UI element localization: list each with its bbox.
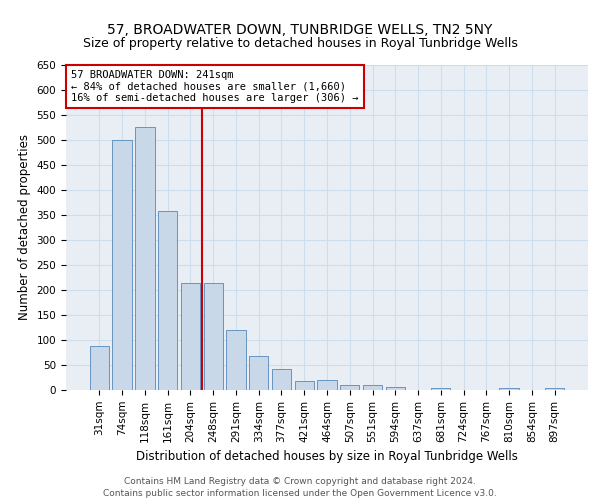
Bar — [112, 140, 132, 390]
Bar — [431, 388, 451, 390]
Text: Size of property relative to detached houses in Royal Tunbridge Wells: Size of property relative to detached ho… — [83, 38, 517, 51]
Y-axis label: Number of detached properties: Number of detached properties — [18, 134, 31, 320]
Bar — [226, 330, 245, 390]
Bar — [135, 126, 155, 390]
Bar — [386, 387, 405, 390]
Bar — [545, 388, 564, 390]
X-axis label: Distribution of detached houses by size in Royal Tunbridge Wells: Distribution of detached houses by size … — [136, 450, 518, 463]
Bar — [317, 380, 337, 390]
Bar — [272, 368, 291, 390]
Bar — [363, 384, 382, 390]
Text: Contains HM Land Registry data © Crown copyright and database right 2024.: Contains HM Land Registry data © Crown c… — [124, 478, 476, 486]
Bar — [158, 211, 178, 390]
Text: Contains public sector information licensed under the Open Government Licence v3: Contains public sector information licen… — [103, 489, 497, 498]
Bar — [295, 381, 314, 390]
Bar — [181, 283, 200, 390]
Bar — [249, 356, 268, 390]
Bar — [90, 346, 109, 390]
Bar — [203, 283, 223, 390]
Bar — [340, 384, 359, 390]
Text: 57, BROADWATER DOWN, TUNBRIDGE WELLS, TN2 5NY: 57, BROADWATER DOWN, TUNBRIDGE WELLS, TN… — [107, 22, 493, 36]
Text: 57 BROADWATER DOWN: 241sqm
← 84% of detached houses are smaller (1,660)
16% of s: 57 BROADWATER DOWN: 241sqm ← 84% of deta… — [71, 70, 359, 103]
Bar — [499, 388, 519, 390]
